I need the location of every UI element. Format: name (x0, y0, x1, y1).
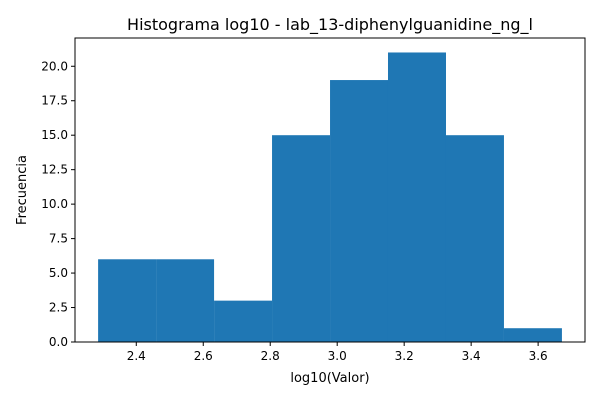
x-axis-label: log10(Valor) (290, 371, 369, 386)
bars-group (98, 52, 562, 342)
y-tick-label: 17.5 (41, 94, 68, 108)
y-tick-label: 10.0 (41, 197, 68, 211)
y-tick-label: 12.5 (41, 163, 68, 177)
y-tick-label: 7.5 (49, 232, 68, 246)
histogram-bar (272, 135, 331, 342)
histogram-bar (98, 259, 157, 342)
x-tick-label: 3.2 (395, 349, 414, 363)
y-axis-label: Frecuencia (15, 155, 30, 225)
histogram-bar (445, 135, 504, 342)
plot-frame (74, 37, 586, 343)
histogram-bar (214, 300, 273, 342)
x-tick-label: 2.4 (127, 349, 146, 363)
y-tick-label: 2.5 (49, 301, 68, 315)
x-tick-label: 2.6 (194, 349, 213, 363)
y-tick-label: 0.0 (49, 335, 68, 349)
y-tick-label: 20.0 (41, 59, 68, 73)
x-tick-label: 3.6 (529, 349, 548, 363)
y-axis-ticks: 0.0 2.5 5.0 7.5 10.0 12.5 15.0 17.5 20.0 (41, 59, 75, 349)
x-tick-label: 3.0 (328, 349, 347, 363)
histogram-bar (330, 80, 388, 342)
x-tick-label: 3.4 (462, 349, 481, 363)
y-tick-label: 5.0 (49, 266, 68, 280)
histogram-bar (156, 259, 215, 342)
histogram-bar (503, 328, 562, 342)
y-tick-label: 15.0 (41, 128, 68, 142)
x-tick-label: 2.8 (261, 349, 280, 363)
chart-title: Histograma log10 - lab_13-diphenylguanid… (127, 15, 533, 35)
histogram-bar (387, 52, 446, 342)
x-axis-ticks: 2.4 2.6 2.8 3.0 3.2 3.4 3.6 (127, 342, 548, 363)
